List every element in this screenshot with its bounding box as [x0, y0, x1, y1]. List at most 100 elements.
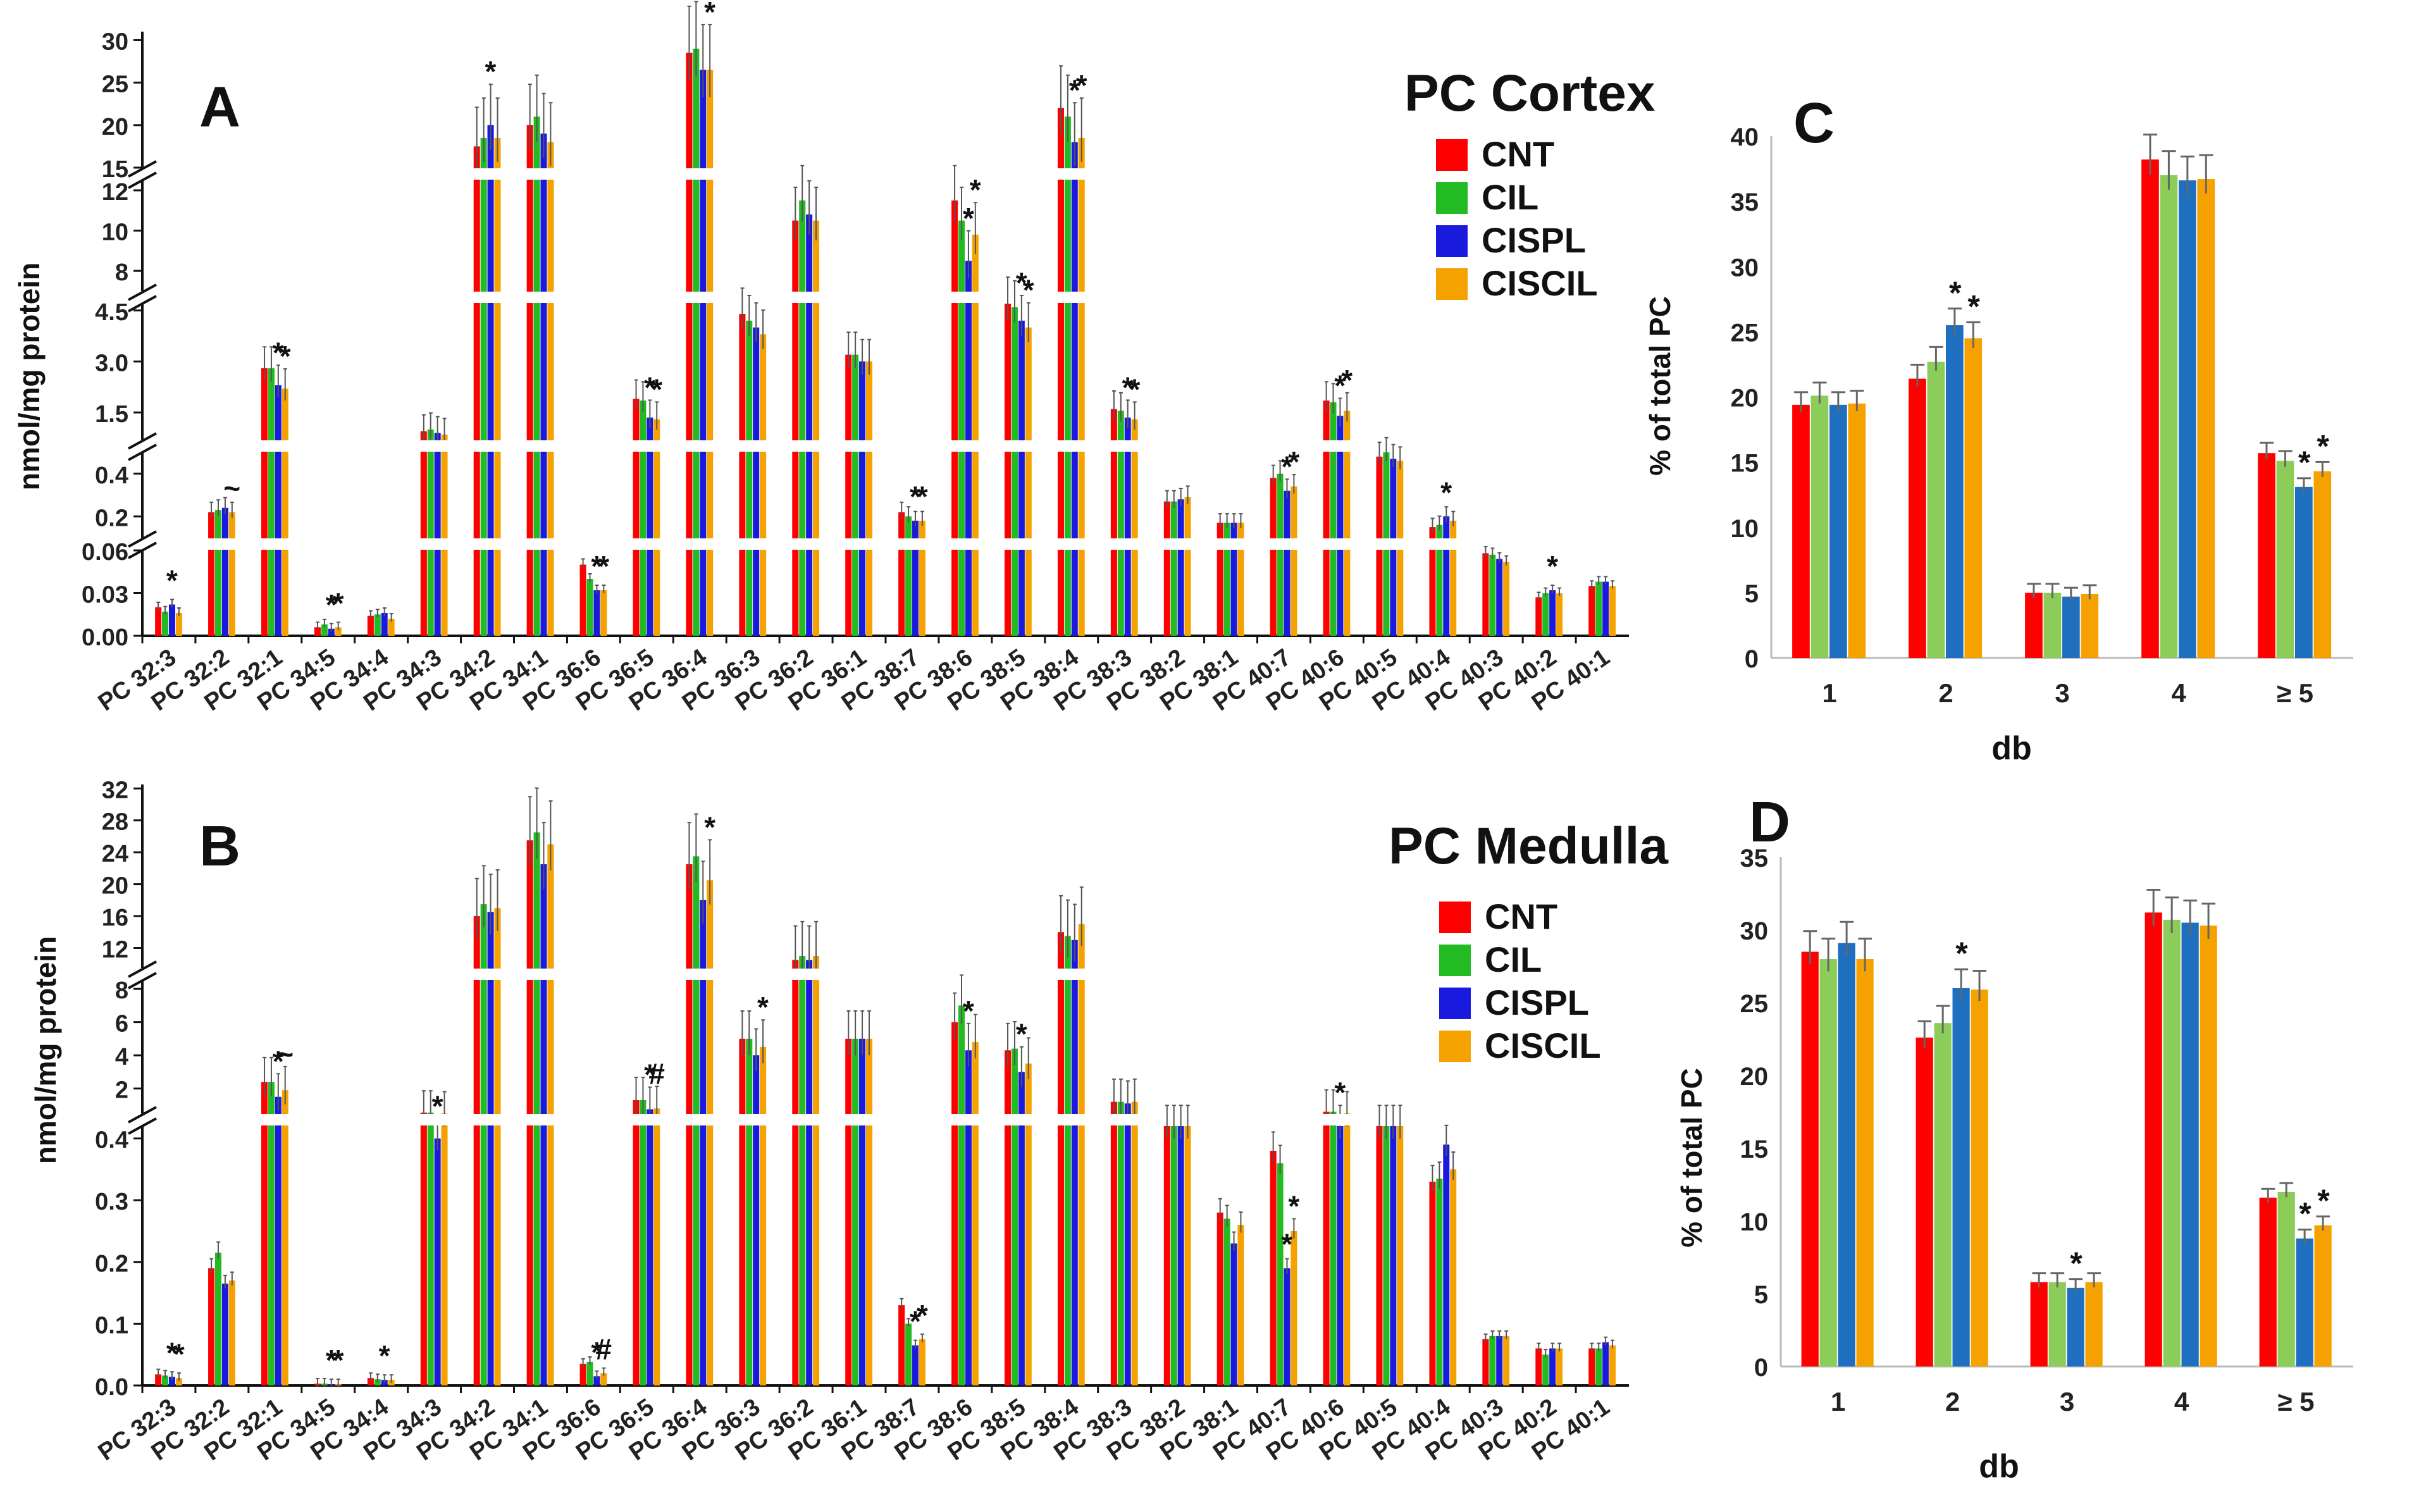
- panel-b-bar: [1376, 1126, 1383, 1385]
- panel-b-significance-mark: *: [432, 1089, 443, 1122]
- panel-a-legend-title: PC Cortex: [1404, 65, 1655, 122]
- panel-a-bar: [905, 516, 912, 636]
- panel-b-y-tick-label: 0.3: [95, 1189, 128, 1215]
- panel-b-y-tick-label: 0.1: [95, 1312, 128, 1339]
- panel-a-bar-break-gap: [1056, 292, 1087, 303]
- panel-a-significance-mark: *: [333, 587, 344, 620]
- panel-b-significance-mark: *: [1288, 1189, 1299, 1222]
- panel-a-axis-break: [128, 530, 157, 548]
- panel-a-bar-break-gap: [472, 168, 503, 180]
- panel-a-legend-label: CIL: [1482, 177, 1538, 217]
- panel-a-y-tick-label: 0.4: [95, 462, 128, 489]
- panel-d-y-axis-title: % of total PC: [1675, 1068, 1708, 1248]
- panel-b-bar: [261, 1082, 268, 1385]
- panel-b-bar: [487, 912, 494, 1385]
- panel-b-bar-break-gap: [419, 1114, 450, 1125]
- panel-a-significance-mark: *: [690, 0, 702, 6]
- panel-b-bar: [1230, 1243, 1237, 1385]
- panel-c-bar: [2258, 453, 2275, 658]
- panel-a-bar-break-gap: [950, 538, 981, 550]
- panel-c-category-label: 4: [2171, 678, 2186, 708]
- panel-d-bar: [2277, 1192, 2295, 1366]
- panel-a-bar: [852, 354, 859, 636]
- panel-a-bar-break-gap: [844, 440, 874, 452]
- panel-b-bar: [912, 1345, 919, 1385]
- panel-c-bar: [2160, 175, 2178, 658]
- panel-b-bar: [653, 1108, 660, 1385]
- panel-b-bar: [1277, 1163, 1284, 1385]
- panel-a-bar: [282, 388, 288, 636]
- panel-b-y-tick-label: 6: [115, 1011, 128, 1038]
- panel-a-bar: [1110, 409, 1117, 636]
- panel-a-bar-break-gap: [631, 440, 662, 452]
- panel-b-bar: [1163, 1126, 1170, 1385]
- panel-a-significance-mark: *: [910, 480, 921, 513]
- panel-a-bar: [1005, 304, 1012, 636]
- panel-b-significance-mark: *: [333, 1344, 344, 1377]
- panel-c-bar: [1792, 404, 1810, 658]
- panel-d-x-axis-title: db: [1979, 1448, 2019, 1485]
- panel-b-significance-mark: *: [963, 995, 974, 1027]
- panel-a-bar: [1291, 486, 1297, 636]
- panel-c-significance-mark: *: [2298, 445, 2311, 480]
- panel-a-bar: [1429, 527, 1436, 636]
- panel-a-bar: [1216, 523, 1223, 636]
- panel-a-bar: [381, 613, 388, 636]
- panel-a-significance-mark: *: [1016, 266, 1027, 299]
- panel-b-bar-break-gap: [1109, 1114, 1140, 1125]
- panel-d-category-label: 1: [1831, 1387, 1845, 1416]
- panel-b-y-tick-label: 2: [115, 1077, 128, 1104]
- panel-b-legend-swatch: [1439, 945, 1471, 976]
- panel-c-significance-mark: *: [1949, 275, 1962, 311]
- panel-d-bar: [1916, 1038, 1933, 1366]
- panel-a-bar: [739, 314, 746, 636]
- panel-a-bar: [1184, 497, 1191, 636]
- panel-b-bar: [1237, 1225, 1244, 1385]
- panel-a-bar: [1503, 562, 1510, 636]
- panel-a-bar: [1078, 137, 1085, 636]
- panel-d-y-tick-label: 5: [1754, 1281, 1768, 1309]
- panel-d-category-label: 3: [2060, 1387, 2074, 1416]
- panel-c-bar: [2043, 592, 2062, 658]
- panel-b-bar: [1496, 1335, 1503, 1385]
- panel-b-bar: [282, 1090, 288, 1385]
- panel-a-bar: [155, 607, 162, 636]
- panel-a-bar-break-gap: [844, 538, 874, 550]
- panel-d-bar: [2030, 1282, 2048, 1366]
- panel-b-bar: [1390, 1126, 1397, 1385]
- panel-b-bar: [1436, 1178, 1443, 1385]
- panel-a-significance-mark: *: [591, 550, 602, 583]
- panel-b-significance-mark: *: [166, 1336, 178, 1369]
- panel-b-bar: [1011, 1048, 1018, 1385]
- panel-a-axis-break: [128, 283, 157, 301]
- panel-a-bar-break-gap: [419, 538, 450, 550]
- panel-a-bar: [707, 70, 714, 636]
- panel-b-axis-break: [128, 1117, 157, 1135]
- panel-a-bar: [1011, 307, 1018, 636]
- panel-b-bar: [792, 960, 799, 1385]
- panel-a-significance-mark: *: [1122, 371, 1134, 404]
- panel-c-bar: [2062, 597, 2080, 658]
- panel-a-bar: [175, 613, 182, 636]
- panel-b-bar: [753, 1055, 760, 1385]
- panel-b-bar: [1124, 1103, 1131, 1385]
- panel-a-significance-mark: *: [280, 340, 291, 373]
- panel-d-bar: [2314, 1225, 2332, 1366]
- panel-d-bar: [2163, 919, 2181, 1366]
- panel-b-bar: [919, 1339, 925, 1385]
- panel-b-bar: [1270, 1151, 1277, 1385]
- panel-b-significance-mark: *: [379, 1339, 390, 1372]
- panel-b-bar: [852, 1038, 859, 1385]
- panel-a-axis-break: [128, 160, 157, 178]
- panel-c-bar: [1964, 338, 1983, 658]
- panel-a-axis-break: [128, 295, 157, 313]
- panel-d-y-tick-label: 15: [1740, 1136, 1769, 1163]
- panel-d-significance-mark: *: [2299, 1196, 2312, 1232]
- panel-a-significance-mark: *: [1281, 450, 1292, 483]
- panel-a-bar-break-gap: [684, 292, 715, 303]
- panel-b-bar-break-gap: [684, 969, 715, 980]
- panel-d-bar: [1838, 943, 1855, 1366]
- panel-a-bar-break-gap: [897, 538, 927, 550]
